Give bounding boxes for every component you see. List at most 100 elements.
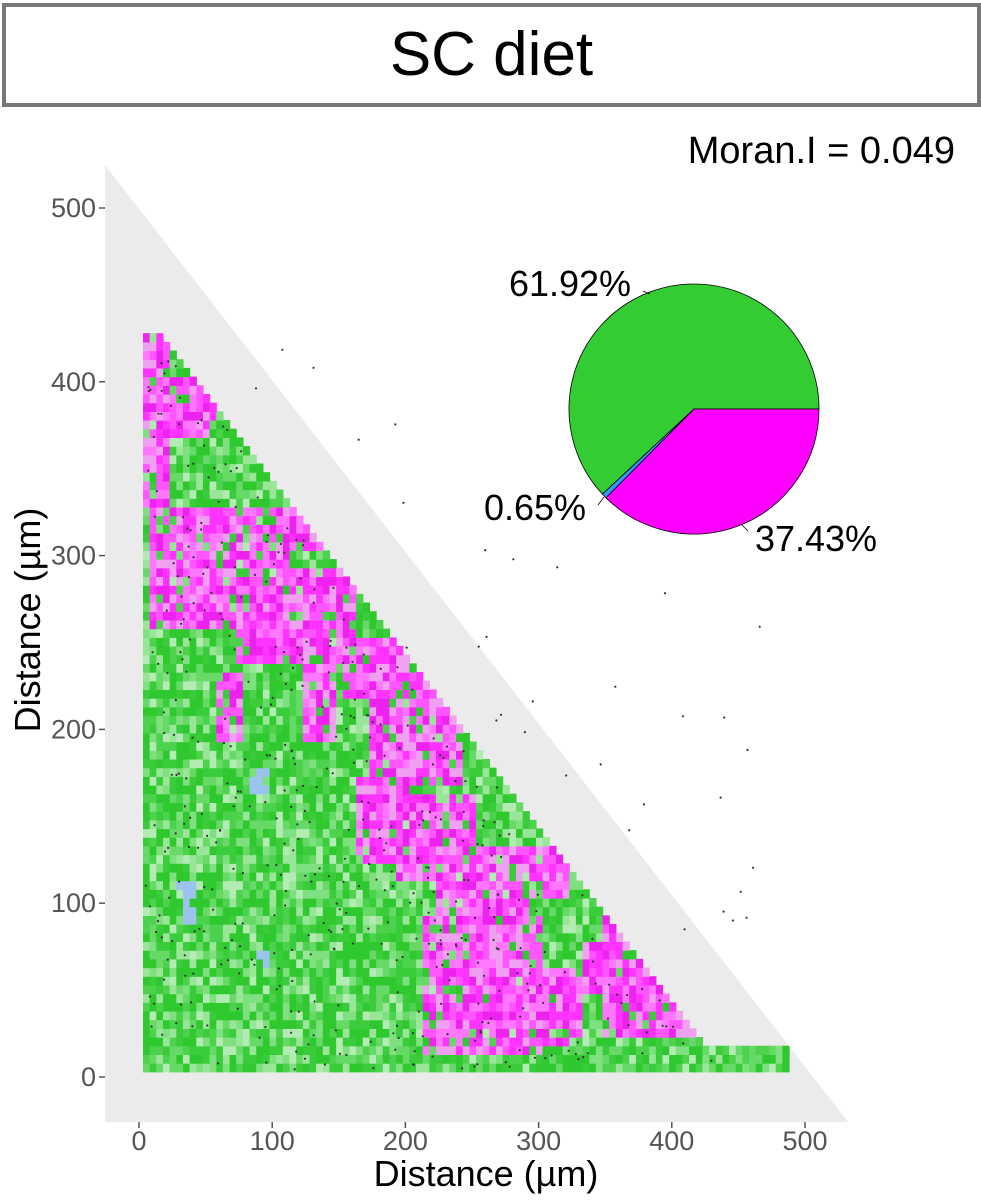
heatmap-cell xyxy=(143,385,151,395)
heatmap-cell xyxy=(162,663,171,673)
heatmap-cell xyxy=(542,863,550,873)
cell-dot xyxy=(192,556,195,559)
heatmap-cell xyxy=(289,654,297,664)
heatmap-cell xyxy=(322,758,331,769)
heatmap-cell xyxy=(322,602,331,612)
heatmap-cell xyxy=(162,698,171,708)
heatmap-cell xyxy=(396,1037,404,1047)
cell-dot xyxy=(464,938,467,941)
heatmap-cell xyxy=(342,1010,351,1021)
heatmap-cell xyxy=(236,567,244,578)
heatmap-cell xyxy=(276,889,284,899)
heatmap-cell xyxy=(502,1037,510,1047)
cell-dot xyxy=(221,618,224,621)
heatmap-cell xyxy=(176,932,184,943)
heatmap-cell xyxy=(782,1054,790,1064)
heatmap-cell xyxy=(309,897,317,908)
heatmap-cell xyxy=(262,993,271,1003)
heatmap-cell xyxy=(269,506,277,517)
heatmap-cell xyxy=(143,698,151,708)
heatmap-cell xyxy=(336,758,344,769)
heatmap-cell xyxy=(236,758,244,769)
heatmap-cell xyxy=(156,793,164,803)
heatmap-cell xyxy=(336,715,344,725)
cell-dot xyxy=(409,901,412,904)
heatmap-cell xyxy=(316,698,324,708)
heatmap-cell xyxy=(409,1019,417,1029)
heatmap-cell xyxy=(242,924,251,934)
heatmap-cell xyxy=(515,837,524,847)
heatmap-cell xyxy=(489,932,497,943)
heatmap-cell xyxy=(382,654,391,664)
heatmap-cell xyxy=(316,576,324,586)
heatmap-cell xyxy=(269,1037,277,1047)
cell-dot xyxy=(264,1025,267,1029)
heatmap-cell xyxy=(622,1045,630,1056)
heatmap-cell xyxy=(242,619,251,630)
heatmap-cell xyxy=(449,758,457,769)
cell-dot xyxy=(641,987,644,991)
heatmap-cell xyxy=(269,498,277,508)
heatmap-cell xyxy=(309,958,317,969)
heatmap-cell xyxy=(202,611,211,621)
heatmap-cell xyxy=(342,915,351,925)
heatmap-cell xyxy=(209,915,217,925)
heatmap-cell xyxy=(469,1063,477,1073)
heatmap-cell xyxy=(143,637,151,647)
heatmap-cell xyxy=(469,854,477,864)
heatmap-cell xyxy=(602,1010,610,1021)
heatmap-cell xyxy=(269,871,277,882)
heatmap-cell xyxy=(196,1045,204,1056)
heatmap-cell xyxy=(542,932,550,943)
heatmap-cell xyxy=(189,515,197,525)
heatmap-cell xyxy=(615,1010,624,1021)
heatmap-cell xyxy=(249,1028,257,1038)
heatmap-cell xyxy=(609,950,617,960)
cell-dot xyxy=(165,609,168,612)
heatmap-cell xyxy=(449,793,457,803)
heatmap-cell xyxy=(622,1002,630,1012)
heatmap-cell xyxy=(229,585,237,595)
heatmap-cell xyxy=(196,793,204,803)
heatmap-cell xyxy=(336,828,344,838)
heatmap-cell xyxy=(462,741,470,751)
heatmap-cell xyxy=(416,958,424,969)
heatmap-cell xyxy=(222,420,231,430)
heatmap-cell xyxy=(322,950,331,960)
heatmap-cell xyxy=(595,1045,604,1056)
heatmap-cell xyxy=(569,1054,577,1064)
heatmap-cell xyxy=(416,837,424,847)
heatmap-cell xyxy=(149,472,157,482)
heatmap-cell xyxy=(196,454,204,465)
heatmap-cell xyxy=(182,698,191,708)
heatmap-cell xyxy=(336,576,344,586)
heatmap-cell xyxy=(309,680,317,691)
heatmap-cell xyxy=(429,750,437,760)
cell-dot xyxy=(739,890,742,893)
heatmap-cell xyxy=(169,385,177,395)
heatmap-cell xyxy=(189,863,197,873)
heatmap-cell xyxy=(429,854,437,864)
heatmap-cell xyxy=(276,645,284,656)
heatmap-cell xyxy=(575,924,584,934)
heatmap-cell xyxy=(442,924,450,934)
cell-dot xyxy=(256,496,259,499)
heatmap-cell xyxy=(256,932,264,943)
heatmap-cell xyxy=(269,1028,277,1038)
heatmap-cell xyxy=(169,541,177,551)
heatmap-cell xyxy=(149,637,157,647)
heatmap-cell xyxy=(202,967,211,977)
heatmap-cell xyxy=(529,863,537,873)
heatmap-cell xyxy=(176,480,184,491)
heatmap-cell xyxy=(162,515,171,525)
heatmap-cell xyxy=(336,871,344,882)
heatmap-cell xyxy=(156,454,164,465)
heatmap-cell xyxy=(196,506,204,517)
heatmap-cell xyxy=(342,593,351,604)
cell-dot xyxy=(477,645,480,648)
heatmap-cell xyxy=(182,376,191,386)
heatmap-cell xyxy=(456,1019,464,1029)
heatmap-cell xyxy=(482,802,490,812)
heatmap-cell xyxy=(236,645,244,656)
heatmap-cell xyxy=(416,941,424,951)
